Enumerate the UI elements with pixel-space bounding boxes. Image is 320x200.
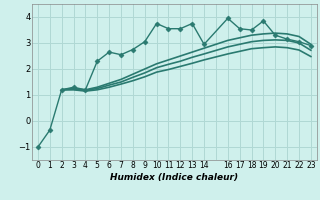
X-axis label: Humidex (Indice chaleur): Humidex (Indice chaleur) [110, 173, 238, 182]
